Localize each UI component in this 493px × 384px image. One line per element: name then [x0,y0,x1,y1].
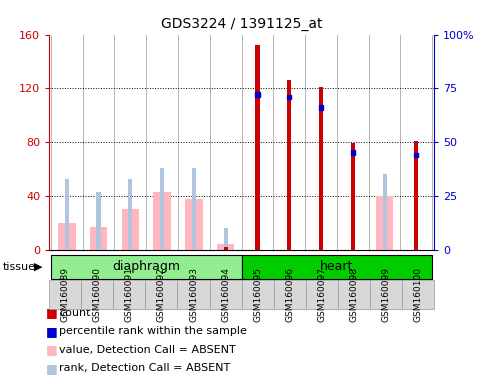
Text: GSM160100: GSM160100 [413,267,423,322]
Bar [217,244,234,250]
Text: GSM160098: GSM160098 [349,267,358,322]
Text: GSM160089: GSM160089 [61,267,70,322]
Bar [287,94,291,99]
Text: value, Detection Call = ABSENT: value, Detection Call = ABSENT [59,345,236,355]
Text: ■: ■ [46,325,58,338]
Text: ■: ■ [46,343,58,356]
Bar [224,247,228,250]
Bar [414,141,419,250]
Text: GSM160097: GSM160097 [317,267,326,322]
Text: GSM160099: GSM160099 [381,267,390,322]
Bar [414,152,419,157]
Bar [255,93,259,97]
Text: GSM160094: GSM160094 [221,267,230,322]
Text: count: count [59,308,91,318]
Bar [58,223,75,250]
Text: heart: heart [320,260,353,273]
Bar [319,105,323,110]
Bar [160,168,164,250]
Bar [128,179,133,250]
Bar [90,227,107,250]
FancyBboxPatch shape [242,255,432,279]
Bar [351,144,355,250]
Text: ■: ■ [46,306,58,319]
Bar [192,168,196,250]
Bar [287,80,291,250]
Text: ▶: ▶ [34,262,42,272]
Bar [383,174,387,250]
Text: GSM160093: GSM160093 [189,267,198,322]
Text: GSM160092: GSM160092 [157,267,166,322]
Bar [185,199,203,250]
Text: rank, Detection Call = ABSENT: rank, Detection Call = ABSENT [59,363,230,373]
Bar [65,179,69,250]
Text: GSM160095: GSM160095 [253,267,262,322]
Text: ■: ■ [46,362,58,375]
Text: GSM160091: GSM160091 [125,267,134,322]
Text: diaphragm: diaphragm [112,260,180,273]
FancyBboxPatch shape [51,255,242,279]
Title: GDS3224 / 1391125_at: GDS3224 / 1391125_at [161,17,322,31]
Text: percentile rank within the sample: percentile rank within the sample [59,326,247,336]
Bar [319,87,323,250]
Bar [153,192,171,250]
Text: GSM160096: GSM160096 [285,267,294,322]
Bar [376,196,393,250]
Bar [255,45,259,250]
Bar [351,151,355,155]
Bar [224,228,228,250]
Text: tissue: tissue [2,262,35,272]
Bar [97,192,101,250]
Bar [122,209,139,250]
Text: GSM160090: GSM160090 [93,267,102,322]
